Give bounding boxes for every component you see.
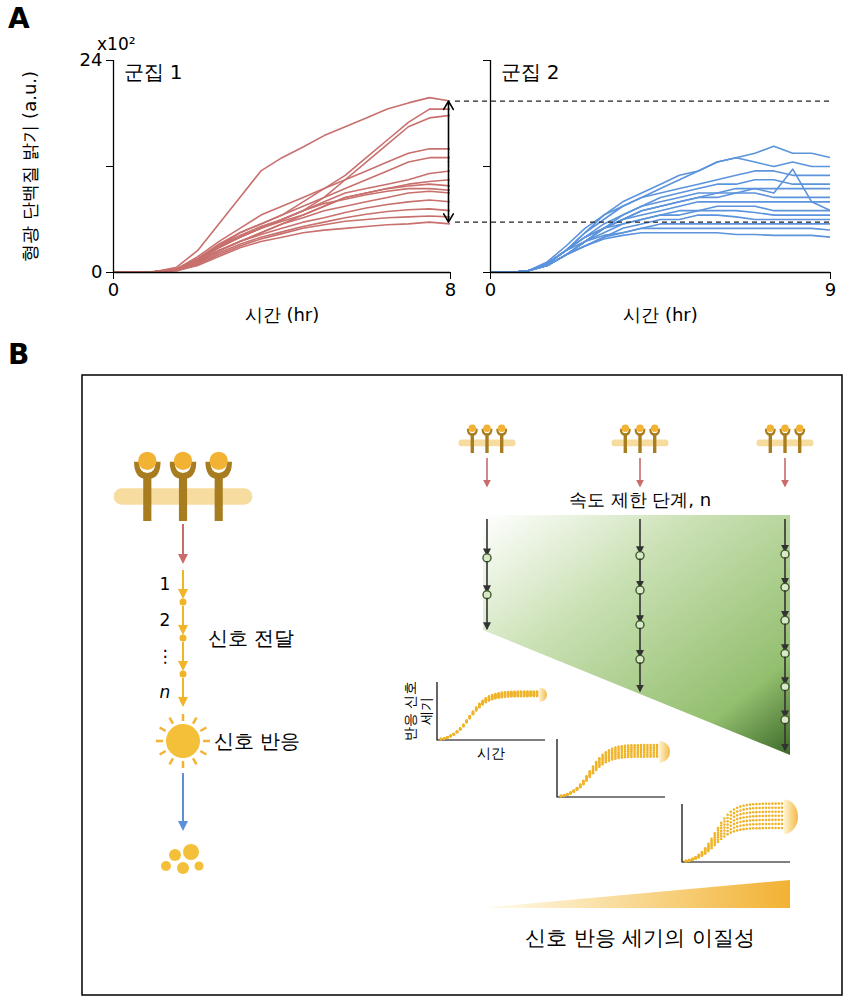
svg-text:시간 (hr): 시간 (hr): [245, 304, 320, 325]
svg-text:형광 단백질 밝기 (a.u.): 형광 단백질 밝기 (a.u.): [19, 71, 40, 262]
html-text:x10²: x10²: [97, 34, 136, 54]
svg-text:8: 8: [445, 279, 456, 300]
svg-text:신호 반응 세기의 이질성: 신호 반응 세기의 이질성: [525, 926, 755, 950]
svg-text:24: 24: [79, 49, 103, 71]
svg-text:0: 0: [91, 261, 102, 282]
svg-text:신호 반응: 신호 반응: [214, 729, 300, 753]
svg-text:n: n: [160, 682, 171, 702]
svg-text:속도 제한 단계, n: 속도 제한 단계, n: [569, 489, 711, 510]
svg-text:군집 2: 군집 2: [501, 60, 560, 84]
svg-text:세기: 세기: [418, 697, 434, 725]
svg-text:0: 0: [485, 279, 496, 300]
svg-text:9: 9: [825, 279, 836, 300]
svg-text:반응 신호: 반응 신호: [402, 681, 418, 741]
svg-text:신호 전달: 신호 전달: [208, 626, 294, 650]
svg-text:0: 0: [108, 279, 119, 300]
svg-text:시간 (hr): 시간 (hr): [623, 304, 698, 325]
svg-text:시간: 시간: [477, 745, 505, 761]
svg-text:2: 2: [160, 610, 171, 630]
svg-text:⋮: ⋮: [157, 646, 174, 666]
html-text:B: B: [8, 338, 30, 371]
svg-text:군집 1: 군집 1: [124, 60, 183, 84]
html-text:A: A: [8, 2, 30, 35]
svg-text:1: 1: [160, 574, 171, 594]
